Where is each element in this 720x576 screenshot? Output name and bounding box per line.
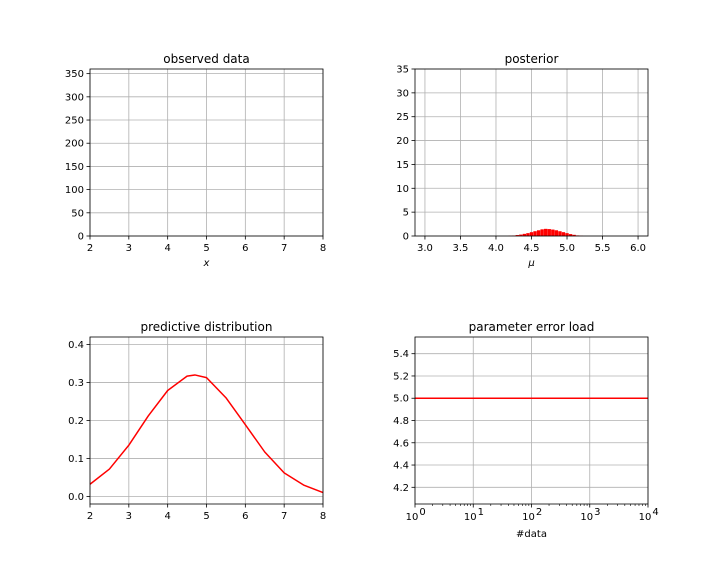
series-line — [89, 374, 324, 494]
y-tick-label: 0 — [403, 232, 409, 243]
ticks: 2 3 4 5 6 7 8 0 50 100 150 200 250 300 350 — [65, 69, 326, 254]
histogram-bar — [551, 229, 555, 236]
grid — [89, 69, 324, 237]
y-tick-label: 25 — [396, 112, 409, 123]
histogram-bar — [561, 232, 566, 236]
predictive-distribution-title: predictive distribution — [141, 320, 273, 334]
y-tick-label: 4.4 — [393, 461, 409, 472]
x-tick-label: 5.5 — [595, 243, 611, 254]
y-tick-label: 0 — [78, 232, 84, 243]
histogram-bar — [544, 228, 548, 236]
x-tick-label: 3.0 — [417, 243, 433, 254]
histogram-bar — [565, 233, 569, 236]
x-tick-label-exponent: 2 — [536, 507, 542, 518]
x-tick-label: 6 — [242, 511, 248, 522]
x-tick-label: 5 — [203, 511, 209, 522]
x-tick-label: 4 — [164, 243, 170, 254]
histogram-bar — [554, 230, 559, 236]
data-marks — [89, 374, 324, 494]
y-tick-label: 4.8 — [393, 416, 409, 427]
histogram-bar — [547, 229, 551, 236]
x-tick-label: 3.5 — [453, 243, 469, 254]
x-tick-label: 10 — [580, 512, 593, 523]
posterior-title: posterior — [505, 52, 559, 66]
y-tick-label: 5.4 — [393, 349, 409, 360]
y-tick-label: 250 — [65, 116, 84, 127]
histogram-bar — [522, 233, 527, 236]
x-tick-label: 4.0 — [488, 243, 504, 254]
x-tick-label-exponent: 0 — [419, 507, 425, 518]
predictive-distribution-panel: predictive distribution 2 3 4 5 6 7 8 0.0 0.1 0.2… — [68, 320, 326, 522]
x-tick-label: 8 — [320, 511, 326, 522]
histogram-bar — [533, 231, 537, 236]
histogram-bar — [519, 234, 523, 236]
x-tick-label: 2 — [87, 243, 93, 254]
x-tick-label: 10 — [464, 512, 477, 523]
x-tick-label: 5.0 — [559, 243, 575, 254]
histogram-bar — [526, 233, 530, 236]
y-tick-label: 0.0 — [68, 492, 84, 503]
x-tick-label: 5 — [203, 243, 209, 254]
x-tick-label: 10 — [406, 512, 419, 523]
y-tick-label: 300 — [65, 92, 84, 103]
histogram-bar — [558, 231, 562, 236]
ticks: 3.0 3.5 4.0 4.5 5.0 5.5 6.0 0 5 10 15 20 25 30 35 — [396, 65, 646, 255]
histogram-bar — [572, 234, 576, 236]
observed-data-xlabel: x — [203, 258, 210, 269]
x-tick-label-exponent: 1 — [478, 507, 484, 518]
y-tick-label: 4.2 — [393, 483, 409, 494]
posterior-panel: posterior μ 3.0 3.5 4.0 4.5 5.0 5.5 6.0 0 5 10 15 2… — [396, 52, 649, 269]
y-tick-label: 150 — [65, 162, 84, 173]
x-tick-label: 2 — [87, 511, 93, 522]
x-tick-label: 10 — [522, 512, 535, 523]
x-tick-label-exponent: 3 — [594, 507, 600, 518]
observed-data-title: observed data — [163, 52, 249, 66]
x-tick-label: 10 — [639, 512, 652, 523]
data-marks — [508, 228, 583, 236]
y-tick-label: 200 — [65, 139, 84, 150]
x-tick-label: 6 — [242, 243, 248, 254]
y-tick-label: 5.2 — [393, 371, 409, 382]
x-tick-label-exponent: 4 — [652, 507, 658, 518]
parameter-error-load-xlabel: #data — [516, 529, 547, 540]
y-tick-label: 0.2 — [68, 416, 84, 427]
y-tick-label: 50 — [71, 208, 84, 219]
y-tick-label: 5.0 — [393, 394, 409, 405]
ticks: 2 3 4 5 6 7 8 0.0 0.1 0.2 0.3 0.4 — [68, 340, 326, 522]
x-tick-label: 4.5 — [524, 243, 540, 254]
x-tick-label: 3 — [126, 511, 132, 522]
observed-data-panel: observed data x 2 3 4 5 6 7 8 0 50 100 150 200 250 30… — [65, 52, 326, 269]
y-tick-label: 10 — [396, 184, 409, 195]
y-tick-label: 0.4 — [68, 340, 84, 351]
histogram-bar — [536, 230, 541, 236]
parameter-error-load-panel: parameter error load #data 10 0 10 1 10 2 10 3 1… — [393, 320, 659, 540]
histogram-bar — [568, 234, 573, 236]
ticks: 10 0 10 1 10 2 10 3 10 44.24.44.64.85.05.25.4 — [393, 349, 659, 523]
y-tick-label: 100 — [65, 185, 84, 196]
x-tick-label: 6.0 — [630, 243, 646, 254]
y-tick-label: 20 — [396, 136, 409, 147]
x-tick-label: 7 — [281, 243, 287, 254]
histogram-bar — [540, 229, 544, 236]
y-tick-label: 35 — [396, 65, 409, 76]
x-tick-label: 4 — [164, 511, 170, 522]
y-tick-label: 350 — [65, 69, 84, 80]
y-tick-label: 0.3 — [68, 378, 84, 389]
histogram-bar — [529, 232, 534, 236]
y-tick-label: 15 — [396, 160, 409, 171]
y-tick-label: 4.6 — [393, 438, 409, 449]
y-tick-label: 5 — [403, 208, 409, 219]
x-tick-label: 3 — [126, 243, 132, 254]
x-tick-label: 7 — [281, 511, 287, 522]
histogram-bar — [515, 235, 519, 236]
parameter-error-load-title: parameter error load — [469, 320, 595, 334]
y-tick-label: 0.1 — [68, 454, 84, 465]
y-tick-label: 30 — [396, 88, 409, 99]
posterior-xlabel: μ — [527, 258, 534, 269]
x-tick-label: 8 — [320, 243, 326, 254]
